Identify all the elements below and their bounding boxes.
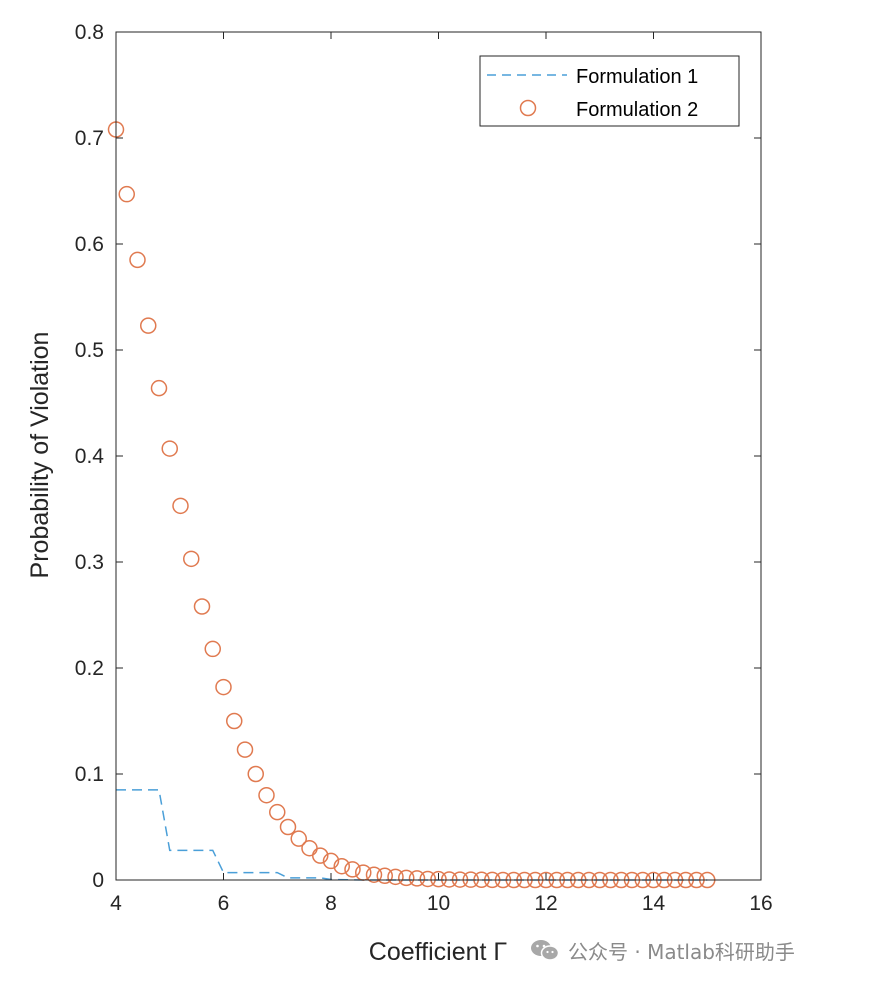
data-point-formulation-2 <box>312 847 329 864</box>
data-point-formulation-2 <box>236 741 254 758</box>
data-point-formulation-2 <box>129 251 146 269</box>
data-point-formulation-2 <box>215 678 232 696</box>
data-point-formulation-2 <box>140 317 157 334</box>
series-line-formulation-1 <box>116 789 708 881</box>
data-point-formulation-2 <box>430 870 447 888</box>
y-tick-label: 0.2 <box>75 657 104 680</box>
data-point-formulation-2 <box>290 830 307 847</box>
y-axis-label: Probability of Violation <box>26 332 54 579</box>
data-point-formulation-2 <box>226 712 243 730</box>
data-point-formulation-2 <box>387 868 404 886</box>
x-tick-label: 8 <box>325 892 337 915</box>
y-tick-label: 0.1 <box>75 763 104 786</box>
legend-label-formulation-2: Formulation 2 <box>576 99 698 121</box>
axes-box <box>115 31 762 881</box>
data-point-formulation-2 <box>150 379 168 397</box>
data-point-formulation-2 <box>183 550 200 568</box>
watermark-text: 公众号 · Matlab科研助手 <box>568 939 795 964</box>
x-tick-label: 12 <box>534 892 557 915</box>
plot-area <box>107 121 716 889</box>
x-tick-label: 16 <box>749 892 772 915</box>
x-axis-label: Coefficient Γ <box>369 938 508 966</box>
data-point-formulation-2 <box>269 803 286 821</box>
legend-label-formulation-1: Formulation 1 <box>576 66 698 88</box>
data-point-formulation-2 <box>376 867 393 885</box>
data-point-formulation-2 <box>398 869 415 887</box>
x-tick-label: 4 <box>110 892 122 915</box>
data-point-formulation-2 <box>161 440 178 457</box>
wechat-icon <box>531 940 560 961</box>
x-tick-label: 14 <box>642 892 666 915</box>
tick-labels: 4 6 8 10 12 14 16 0 0.1 0.2 0.3 0.4 0.5 0.6 0.7 0.8 <box>75 21 773 915</box>
data-point-formulation-2 <box>118 185 135 203</box>
data-point-formulation-2 <box>301 839 318 857</box>
axes <box>115 31 762 881</box>
data-point-formulation-2 <box>258 786 275 804</box>
y-tick-label: 0.4 <box>75 445 105 468</box>
y-tick-label: 0.8 <box>75 21 104 44</box>
y-tick-label: 0.5 <box>75 339 104 362</box>
data-point-formulation-2 <box>322 852 340 870</box>
y-tick-label: 0.7 <box>75 127 104 150</box>
data-point-formulation-2 <box>172 497 189 515</box>
x-tick-label: 10 <box>427 892 450 915</box>
data-point-formulation-2 <box>365 866 383 883</box>
data-point-formulation-2 <box>344 861 361 878</box>
x-tick-label: 6 <box>218 892 230 915</box>
legend: Formulation 1 Formulation 2 <box>479 55 740 127</box>
data-point-formulation-2 <box>355 864 372 881</box>
watermark: 公众号 · Matlab科研助手 <box>530 934 795 966</box>
data-point-formulation-2 <box>333 857 350 875</box>
data-point-formulation-2 <box>419 870 436 888</box>
data-point-formulation-2 <box>279 818 297 836</box>
y-tick-label: 0.3 <box>75 551 104 574</box>
data-point-formulation-2 <box>441 871 458 888</box>
legend-swatch-formulation-2 <box>519 99 537 117</box>
data-point-formulation-2 <box>204 640 221 658</box>
data-point-formulation-2 <box>193 598 211 615</box>
data-point-formulation-2 <box>408 870 426 887</box>
y-tick-label: 0 <box>92 869 104 892</box>
data-point-formulation-2 <box>247 765 264 783</box>
y-tick-label: 0.6 <box>75 233 104 256</box>
